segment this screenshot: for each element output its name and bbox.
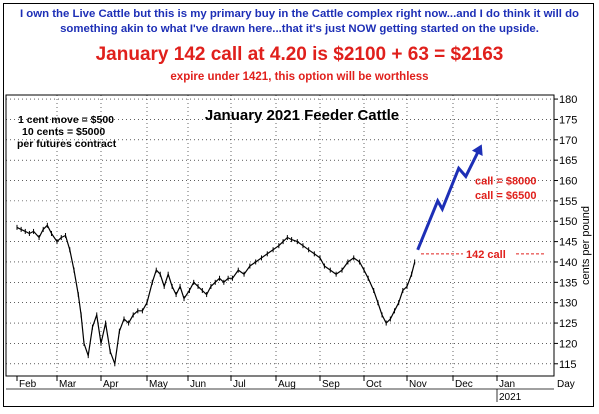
- y-tick-label: 170: [559, 135, 577, 147]
- x-tick-label: Nov: [409, 379, 427, 390]
- y-tick-label: 125: [559, 318, 577, 330]
- strike-label-bg: [463, 246, 515, 260]
- header-expiry-note: expire under 1421, this option will be w…: [170, 71, 429, 83]
- x-tick-label: Feb: [19, 379, 37, 390]
- y-tick-label: 140: [559, 257, 577, 269]
- y-tick-label: 155: [559, 196, 577, 208]
- contract-note: 1 cent move = $500: [18, 114, 114, 126]
- y-tick-label: 135: [559, 277, 577, 289]
- x-tick-label: Oct: [366, 379, 382, 390]
- call-value-annotation: call = $8000: [475, 176, 536, 188]
- contract-note: per futures contract: [17, 138, 117, 150]
- x-tick-label: Mar: [59, 379, 77, 390]
- call-value-annotation: call = $6500: [475, 190, 536, 202]
- projection-line: [416, 147, 482, 251]
- y-tick-label: 175: [559, 114, 577, 126]
- y-axis-label: cents per pound: [580, 206, 592, 285]
- x-tick-label: Jul: [233, 379, 246, 390]
- y-tick-label: 130: [559, 298, 577, 310]
- header-commentary: I own the Live Cattle but this is my pri…: [19, 8, 580, 35]
- chart-frame: [3, 3, 594, 407]
- y-tick-label: 160: [559, 176, 577, 188]
- x-tick-label: May: [149, 379, 168, 390]
- header-trade-summary: January 142 call at 4.20 is $2100 + 63 =…: [95, 44, 504, 65]
- x-tick-label: Sep: [322, 379, 340, 390]
- strike-reference-label: 142 call: [466, 249, 506, 261]
- y-tick-label: 180: [559, 94, 577, 106]
- y-tick-label: 165: [559, 155, 577, 167]
- x-unit-label: Day: [557, 379, 575, 390]
- price-series-line: [16, 224, 416, 365]
- plot-area: [5, 94, 555, 377]
- x-tick-label: Jun: [190, 379, 206, 390]
- y-tick-label: 115: [559, 359, 577, 371]
- contract-note: 10 cents = $5000: [22, 126, 105, 138]
- chart-title: January 2021 Feeder Cattle: [205, 107, 399, 124]
- y-tick-label: 120: [559, 338, 577, 350]
- y-tick-label: 145: [559, 237, 577, 249]
- x-tick-label: Apr: [103, 379, 119, 390]
- y-tick-label: 150: [559, 216, 577, 228]
- x-tick-label: Dec: [455, 379, 473, 390]
- x-tick-label: Jan: [499, 379, 515, 390]
- x-year-label: 2021: [499, 392, 522, 403]
- x-tick-label: Aug: [278, 379, 296, 390]
- projection-arrowhead: [471, 144, 483, 156]
